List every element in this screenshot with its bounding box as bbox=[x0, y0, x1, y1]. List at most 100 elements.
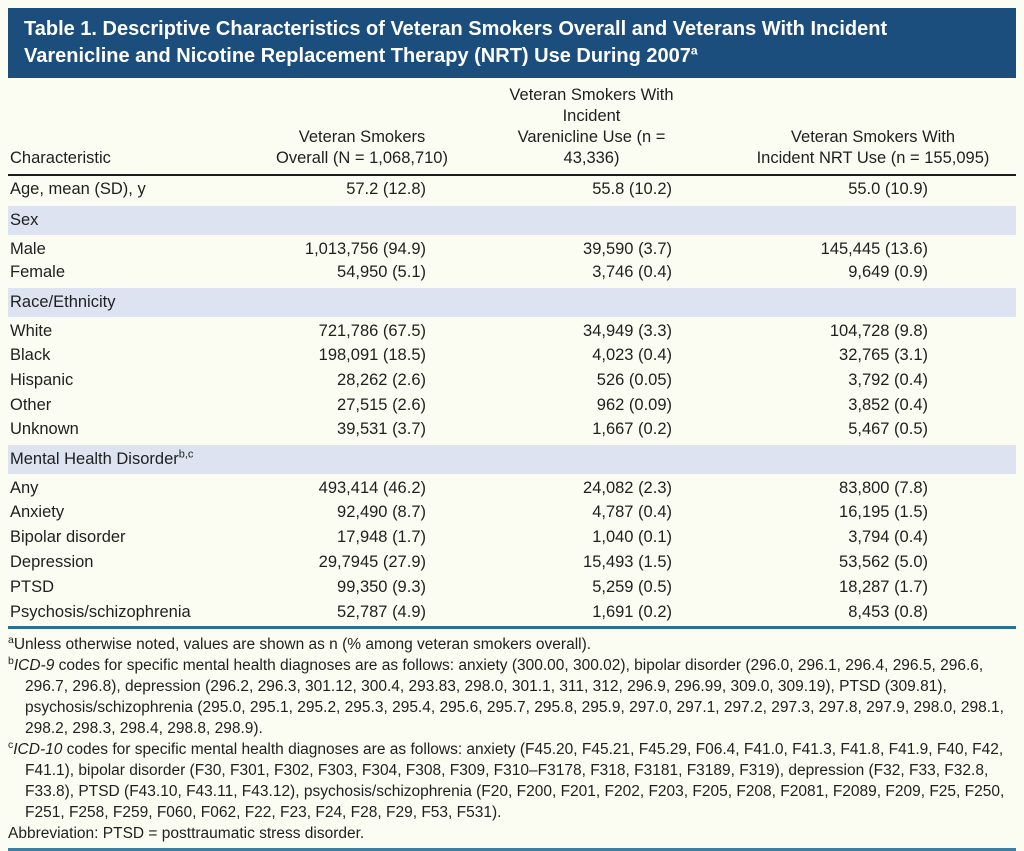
value-cell: 32,765 (3.1) bbox=[839, 346, 928, 364]
table-row: Any 493,414 (46.2) 24,082 (2.3) 83,800 (… bbox=[8, 475, 1016, 500]
value-cell: 721,786 (67.5) bbox=[318, 321, 426, 340]
row-label: Age, mean (SD), y bbox=[10, 179, 146, 198]
table-row: Male 1,013,756 (94.9) 39,590 (3.7) 145,4… bbox=[8, 236, 1016, 261]
value-cell: 55.0 (10.9) bbox=[848, 179, 928, 198]
footnote-marker: a bbox=[8, 633, 14, 646]
column-header-line1: Veteran Smokers With bbox=[790, 128, 956, 146]
section-label: Sex bbox=[10, 210, 39, 229]
section-row: Race/Ethnicity bbox=[8, 286, 1016, 318]
column-header-overall: Veteran Smokers Overall (N = 1,068,710) bbox=[256, 78, 448, 176]
footnote-b: bICD-9 codes for specific mental health … bbox=[8, 655, 1016, 739]
value-cell: 4,023 (0.4) bbox=[592, 346, 672, 364]
table-row: Depression 29,7945 (27.9) 15,493 (1.5) 5… bbox=[8, 550, 1016, 575]
row-label: Anxiety bbox=[10, 503, 65, 521]
value-cell: 5,467 (0.5) bbox=[848, 420, 928, 438]
value-cell: 5,259 (0.5) bbox=[592, 578, 672, 596]
section-label-cell: Mental Health Disorderb,c bbox=[8, 443, 1016, 475]
table-row: Psychosis/schizophrenia 52,787 (4.9) 1,6… bbox=[8, 600, 1016, 625]
value-cell: 57.2 (12.8) bbox=[346, 179, 426, 198]
row-label: Depression bbox=[10, 553, 94, 571]
page: { "colors": { "title_bar_bg": "#1b4e7c",… bbox=[8, 8, 1016, 851]
value-cell: 92,490 (8.7) bbox=[337, 503, 426, 521]
value-cell: 9,649 (0.9) bbox=[848, 263, 928, 281]
value-cell: 1,691 (0.2) bbox=[592, 603, 672, 621]
column-header-line2: Incident NRT Use (n = 155,095) bbox=[756, 149, 990, 167]
column-header-characteristic: Characteristic bbox=[8, 78, 256, 176]
value-cell: 145,445 (13.6) bbox=[820, 239, 928, 258]
value-cell: 39,531 (3.7) bbox=[337, 420, 426, 438]
value-cell: 83,800 (7.8) bbox=[839, 478, 928, 497]
section-label-cell: Race/Ethnicity bbox=[8, 286, 1016, 318]
value-cell: 962 (0.09) bbox=[596, 396, 672, 414]
footnote-c: cICD-10 codes for specific mental health… bbox=[8, 739, 1016, 823]
value-cell: 55.8 (10.2) bbox=[592, 179, 672, 198]
row-label: Female bbox=[10, 263, 66, 281]
value-cell: 3,852 (0.4) bbox=[848, 396, 928, 414]
footnote-a: aUnless otherwise noted, values are show… bbox=[8, 634, 1016, 655]
value-cell: 1,040 (0.1) bbox=[592, 528, 672, 546]
column-header-line2: Overall (N = 1,068,710) bbox=[276, 149, 448, 167]
value-cell: 3,794 (0.4) bbox=[848, 528, 928, 546]
table-row: Age, mean (SD), y 57.2 (12.8) 55.8 (10.2… bbox=[8, 175, 1016, 204]
column-header-label: Characteristic bbox=[10, 149, 111, 167]
table-title: Table 1. Descriptive Characteristics of … bbox=[24, 18, 888, 67]
section-row: Sex bbox=[8, 204, 1016, 236]
table-title-bar: Table 1. Descriptive Characteristics of … bbox=[8, 8, 1016, 78]
column-header-varenicline: Veteran Smokers With Incident Vareniclin… bbox=[448, 78, 690, 176]
footnote-marker: c bbox=[8, 738, 14, 751]
section-label: Race/Ethnicity bbox=[10, 292, 116, 311]
row-label: Psychosis/schizophrenia bbox=[10, 603, 191, 621]
row-label: White bbox=[10, 321, 53, 340]
value-cell: 526 (0.05) bbox=[596, 371, 672, 389]
title-footnote-marker: a bbox=[690, 43, 698, 58]
table-header: Characteristic Veteran Smokers Overall (… bbox=[8, 78, 1016, 176]
column-header-line1: Veteran Smokers bbox=[298, 128, 426, 146]
table-row: PTSD 99,350 (9.3) 5,259 (0.5) 18,287 (1.… bbox=[8, 575, 1016, 600]
table-row: White 721,786 (67.5) 34,949 (3.3) 104,72… bbox=[8, 318, 1016, 343]
value-cell: 34,949 (3.3) bbox=[583, 321, 672, 340]
value-cell: 3,792 (0.4) bbox=[848, 371, 928, 389]
value-cell: 493,414 (46.2) bbox=[318, 478, 426, 497]
table-row: Hispanic 28,262 (2.6) 526 (0.05) 3,792 (… bbox=[8, 368, 1016, 393]
table-row: Black 198,091 (18.5) 4,023 (0.4) 32,765 … bbox=[8, 343, 1016, 368]
section-label-cell: Sex bbox=[8, 204, 1016, 236]
row-label: Unknown bbox=[10, 420, 79, 438]
value-cell: 27,515 (2.6) bbox=[337, 396, 426, 414]
abbreviation-note: Abbreviation: PTSD = posttraumatic stres… bbox=[8, 825, 365, 842]
value-cell: 104,728 (9.8) bbox=[829, 321, 928, 340]
row-label: Any bbox=[10, 478, 39, 497]
value-cell: 198,091 (18.5) bbox=[318, 346, 426, 364]
value-cell: 17,948 (1.7) bbox=[337, 528, 426, 546]
table-row: Anxiety 92,490 (8.7) 4,787 (0.4) 16,195 … bbox=[8, 500, 1016, 525]
table-row: Unknown 39,531 (3.7) 1,667 (0.2) 5,467 (… bbox=[8, 418, 1016, 443]
row-label: Bipolar disorder bbox=[10, 528, 126, 546]
value-cell: 28,262 (2.6) bbox=[337, 371, 426, 389]
value-cell: 3,746 (0.4) bbox=[592, 263, 672, 281]
value-cell: 1,013,756 (94.9) bbox=[304, 239, 426, 258]
section-row: Mental Health Disorderb,c bbox=[8, 443, 1016, 475]
column-header-line1: Veteran Smokers With Incident bbox=[509, 86, 674, 125]
value-cell: 39,590 (3.7) bbox=[583, 239, 672, 258]
section-footnote-marker: b,c bbox=[178, 448, 194, 461]
footnote-text: codes for specific mental health diagnos… bbox=[25, 741, 1005, 821]
row-label: Hispanic bbox=[10, 371, 74, 389]
value-cell: 53,562 (5.0) bbox=[839, 553, 928, 571]
value-cell: 15,493 (1.5) bbox=[583, 553, 672, 571]
column-header-nrt: Veteran Smokers With Incident NRT Use (n… bbox=[690, 78, 1016, 176]
footnote-text: codes for specific mental health diagnos… bbox=[25, 657, 1004, 737]
value-cell: 16,195 (1.5) bbox=[839, 503, 928, 521]
footnotes: aUnless otherwise noted, values are show… bbox=[8, 634, 1016, 844]
row-label: Male bbox=[10, 239, 46, 258]
value-cell: 1,667 (0.2) bbox=[592, 420, 672, 438]
header-row: Characteristic Veteran Smokers Overall (… bbox=[8, 78, 1016, 176]
table-body-bottom-rule bbox=[8, 626, 1016, 629]
row-label: Black bbox=[10, 346, 51, 364]
table-row: Female 54,950 (5.1) 3,746 (0.4) 9,649 (0… bbox=[8, 261, 1016, 286]
footnote-marker: b bbox=[8, 654, 14, 667]
value-cell: 18,287 (1.7) bbox=[839, 578, 928, 596]
footnote-italic-lead: ICD-10 bbox=[13, 741, 63, 758]
value-cell: 8,453 (0.8) bbox=[848, 603, 928, 621]
table-row: Other 27,515 (2.6) 962 (0.09) 3,852 (0.4… bbox=[8, 393, 1016, 418]
value-cell: 54,950 (5.1) bbox=[337, 263, 426, 281]
value-cell: 52,787 (4.9) bbox=[337, 603, 426, 621]
